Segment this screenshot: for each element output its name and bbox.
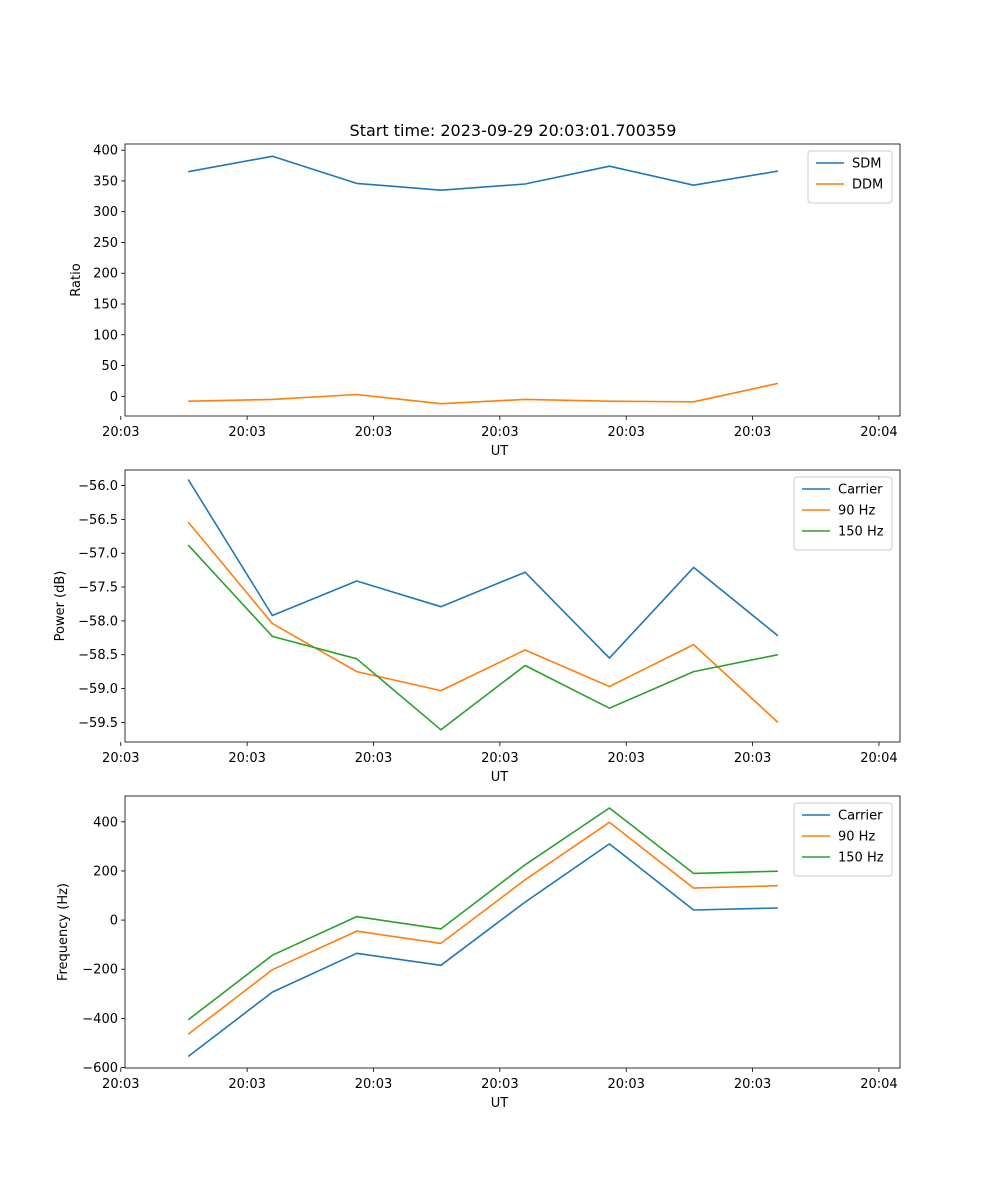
y-tick-label: 250 bbox=[93, 236, 118, 251]
y-tick-label: −57.5 bbox=[78, 581, 118, 596]
y-tick-label: 200 bbox=[93, 864, 118, 879]
x-tick-label: 20:03 bbox=[355, 1077, 392, 1092]
x-tick-label: 20:03 bbox=[607, 425, 644, 440]
y-tick-label: −56.0 bbox=[78, 479, 118, 494]
x-tick-label: 20:03 bbox=[355, 751, 392, 766]
y-tick-label: 200 bbox=[93, 267, 118, 282]
subplot-3: 20:03 20:03 20:03 20:03 20:03 20:03 20:04 −600 −… bbox=[56, 795, 901, 1111]
series-line-ddm bbox=[188, 382, 779, 405]
y-tick-label: 350 bbox=[93, 174, 118, 189]
legend-label: 150 Hz bbox=[838, 525, 884, 540]
x-tick-label: 20:03 bbox=[481, 425, 518, 440]
y-tick-label: 0 bbox=[110, 390, 118, 405]
y-axis-label: Ratio bbox=[69, 263, 84, 296]
legend-label: 90 Hz bbox=[838, 504, 875, 519]
y-tick-label: −58.5 bbox=[78, 648, 118, 663]
x-tick-label: 20:04 bbox=[860, 751, 897, 766]
x-tick-label: 20:03 bbox=[102, 751, 139, 766]
x-tick-label: 20:04 bbox=[860, 425, 897, 440]
axes-frame bbox=[124, 143, 901, 417]
legend-label: Carrier bbox=[838, 809, 883, 824]
y-tick-label: −59.5 bbox=[78, 716, 118, 731]
series-line-150-hz bbox=[187, 544, 779, 731]
legend-frame bbox=[807, 150, 893, 204]
y-tick-label: 400 bbox=[93, 144, 118, 159]
x-tick-label: 20:03 bbox=[102, 1077, 139, 1092]
y-tick-label: 400 bbox=[93, 815, 118, 830]
x-tick-label: 20:03 bbox=[102, 425, 139, 440]
y-tick-label: 150 bbox=[93, 298, 118, 313]
y-tick-label: 100 bbox=[93, 328, 118, 343]
x-tick-label: 20:03 bbox=[607, 751, 644, 766]
x-axis-label: UT bbox=[491, 1096, 509, 1111]
y-tick-label: −400 bbox=[82, 1012, 118, 1027]
series-line-90-hz bbox=[187, 521, 779, 723]
figure-title: Start time: 2023-09-29 20:03:01.700359 bbox=[350, 121, 677, 140]
legend: Carrier 90 Hz 150 Hz bbox=[793, 802, 893, 877]
series-line-sdm bbox=[188, 155, 779, 191]
y-axis-label: Frequency (Hz) bbox=[56, 883, 71, 981]
x-tick-label: 20:03 bbox=[228, 751, 265, 766]
y-tick-label: −58.0 bbox=[78, 614, 118, 629]
legend-label: 150 Hz bbox=[838, 851, 884, 866]
y-axis-label: Power (dB) bbox=[53, 571, 68, 642]
x-tick-label: 20:03 bbox=[734, 1077, 771, 1092]
subplot-1: 20:03 20:03 20:03 20:03 20:03 20:03 20:04 0 50 10… bbox=[69, 143, 901, 459]
legend-label: SDM bbox=[852, 157, 881, 172]
y-tick-label: −57.0 bbox=[78, 547, 118, 562]
x-tick-label: 20:03 bbox=[481, 751, 518, 766]
y-tick-label: −200 bbox=[82, 963, 118, 978]
x-tick-label: 20:03 bbox=[607, 1077, 644, 1092]
x-tick-label: 20:03 bbox=[734, 751, 771, 766]
legend-label: 90 Hz bbox=[838, 830, 875, 845]
x-axis-label: UT bbox=[491, 444, 509, 459]
legend: SDM DDM bbox=[807, 150, 893, 204]
series-line-90-hz bbox=[187, 821, 778, 1035]
axes-frame bbox=[124, 795, 901, 1069]
series-line-carrier bbox=[187, 843, 778, 1058]
y-tick-label: −600 bbox=[82, 1061, 118, 1076]
y-tick-label: −56.5 bbox=[78, 513, 118, 528]
y-tick-label: 50 bbox=[101, 359, 118, 374]
axes-frame bbox=[124, 469, 901, 743]
y-tick-label: 300 bbox=[93, 205, 118, 220]
legend: Carrier 90 Hz 150 Hz bbox=[793, 476, 893, 551]
x-tick-label: 20:03 bbox=[228, 425, 265, 440]
subplot-2: 20:03 20:03 20:03 20:03 20:03 20:03 20:04 −59.5… bbox=[53, 469, 901, 785]
legend-label: DDM bbox=[852, 178, 883, 193]
subplots: 20:03 20:03 20:03 20:03 20:03 20:03 20:04 0 50 10… bbox=[53, 143, 901, 1111]
x-tick-label: 20:03 bbox=[734, 425, 771, 440]
x-tick-label: 20:03 bbox=[228, 1077, 265, 1092]
x-tick-label: 20:03 bbox=[355, 425, 392, 440]
series-line-150-hz bbox=[187, 807, 778, 1021]
series-line-carrier bbox=[187, 479, 779, 659]
y-tick-label: 0 bbox=[110, 914, 118, 929]
y-tick-label: −59.0 bbox=[78, 682, 118, 697]
x-tick-label: 20:04 bbox=[860, 1077, 897, 1092]
x-axis-label: UT bbox=[491, 770, 509, 785]
legend-label: Carrier bbox=[838, 483, 883, 498]
x-tick-label: 20:03 bbox=[481, 1077, 518, 1092]
